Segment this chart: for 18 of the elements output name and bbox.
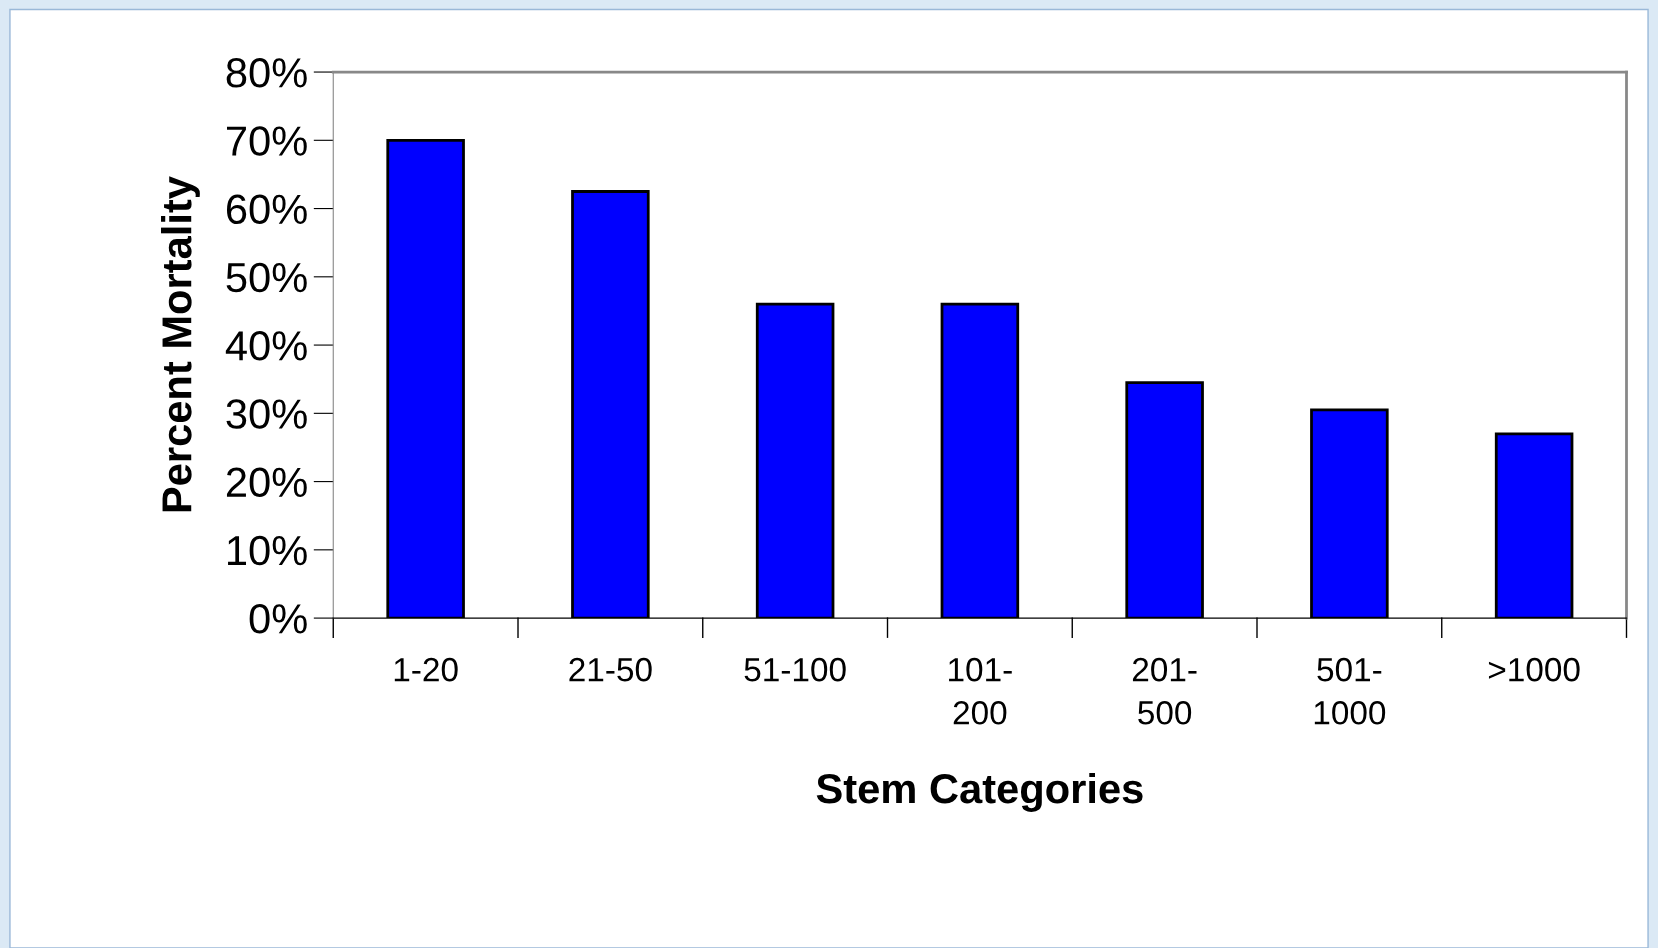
y-tick-label: 40% (225, 331, 307, 361)
y-tick-label: 70% (227, 126, 307, 156)
x-axis-title: Stem Categories (816, 772, 1143, 812)
x-tick-label: >1000 (1488, 657, 1580, 682)
x-tick-label: 101- 200 (949, 657, 1012, 725)
y-tick-label: 10% (228, 535, 307, 566)
x-tick-label: 501- 1000 (1314, 657, 1386, 725)
y-axis-title: Percent Mortality (161, 176, 200, 512)
y-tick-label: 50% (226, 262, 307, 293)
x-tick-label: 51-100 (744, 657, 846, 682)
x-tick-label: 201- 500 (1132, 657, 1197, 725)
y-tick-label: 30% (226, 399, 307, 429)
x-tick-label: 21-50 (569, 657, 652, 682)
x-tick-label: 1-20 (394, 657, 458, 682)
y-tick-label: 20% (226, 467, 307, 498)
y-tick-label: 0% (249, 604, 307, 634)
y-tick-label: 80% (226, 58, 307, 88)
y-tick-label: 60% (226, 194, 307, 225)
